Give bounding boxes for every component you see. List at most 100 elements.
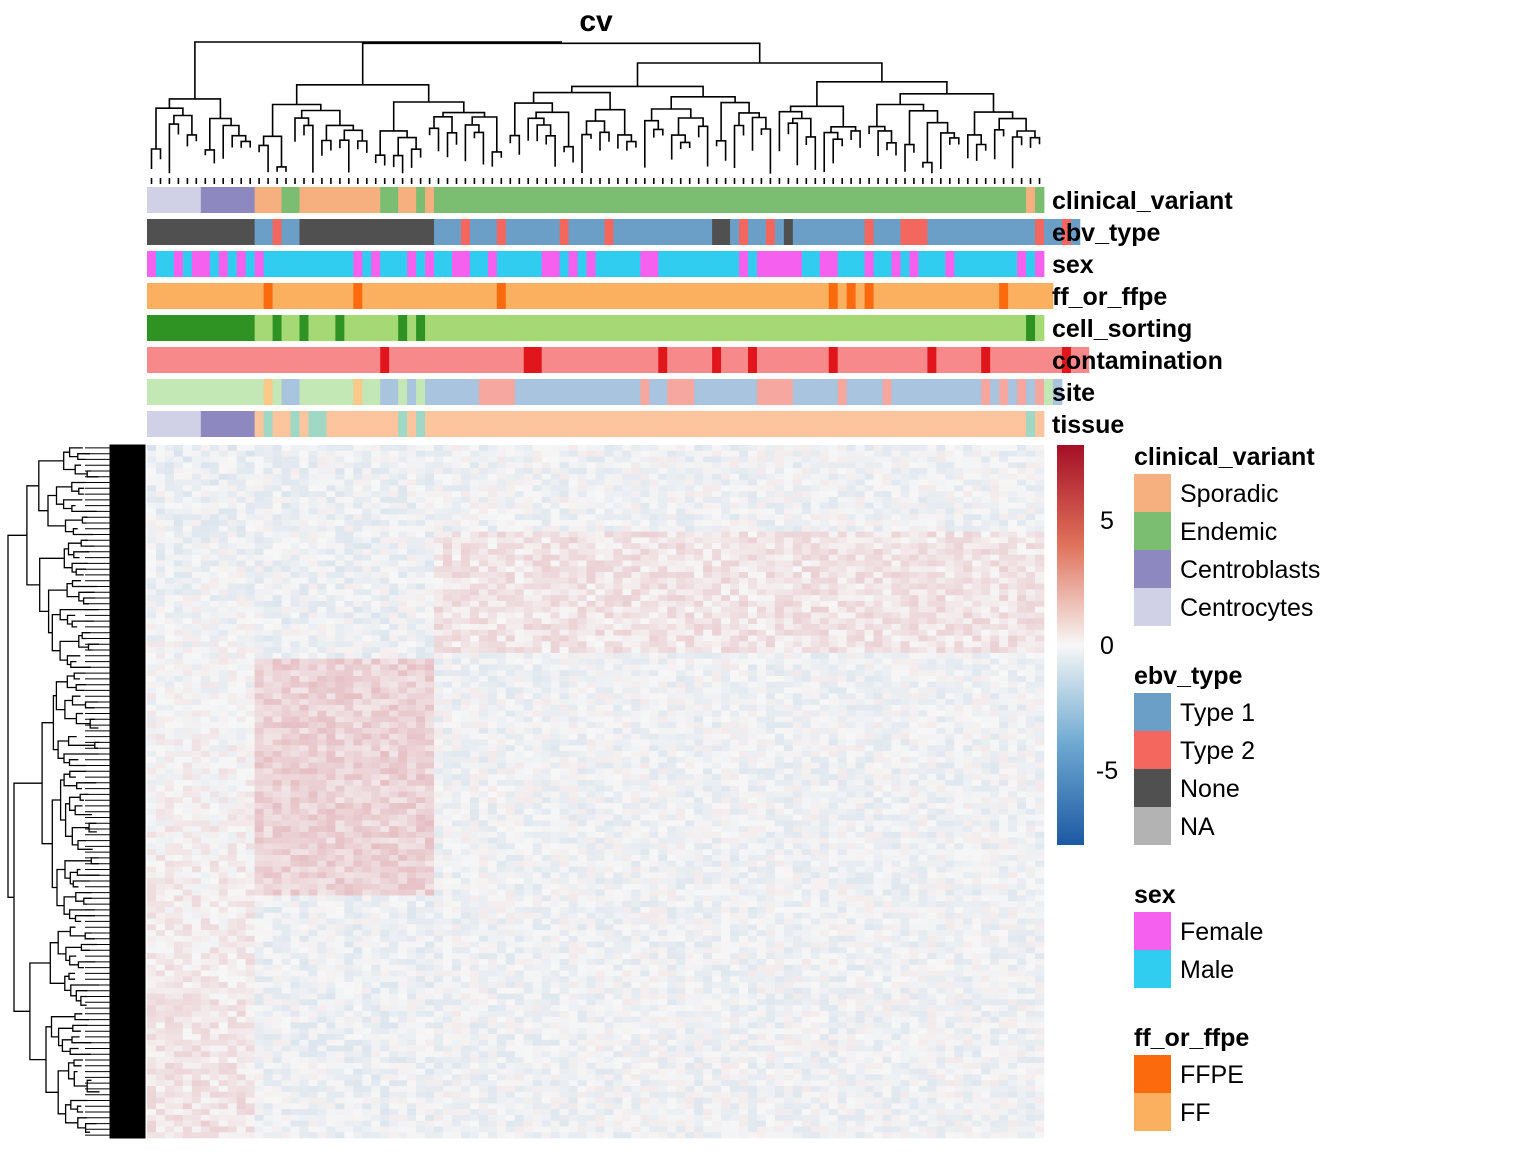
heatmap-cell — [685, 496, 695, 504]
heatmap-cell — [550, 681, 560, 688]
heatmap-cell — [990, 699, 1000, 706]
heatmap-cell — [972, 572, 982, 579]
heatmap-cell — [164, 664, 175, 671]
heatmap-cell — [765, 502, 776, 509]
heatmap-cell — [846, 531, 856, 538]
heatmap-cell — [380, 687, 390, 694]
heatmap-cell — [604, 670, 614, 677]
heatmap-cell — [568, 647, 578, 654]
heatmap-cell — [846, 525, 856, 532]
heatmap-cell — [496, 704, 507, 711]
heatmap-cell — [299, 577, 309, 584]
heatmap-cell — [173, 670, 184, 677]
heatmap-cell — [676, 508, 686, 515]
heatmap-cell — [371, 496, 381, 504]
heatmap-cell — [487, 496, 498, 504]
heatmap-cell — [407, 704, 417, 711]
heatmap-cell — [945, 537, 955, 544]
heatmap-cell — [568, 450, 578, 457]
heatmap-cell — [837, 681, 847, 688]
heatmap-cell — [1026, 514, 1036, 521]
heatmap-cell — [550, 670, 560, 677]
heatmap-row — [147, 468, 1045, 475]
heatmap-cell — [371, 687, 381, 694]
annotation-cell-sex — [155, 251, 175, 277]
heatmap-cell — [622, 635, 632, 642]
heatmap-cell — [451, 589, 462, 596]
heatmap-cell — [532, 583, 542, 590]
heatmap-cell — [407, 531, 417, 538]
heatmap-cell — [855, 652, 865, 659]
heatmap-cell — [694, 572, 704, 579]
heatmap-row — [147, 676, 1045, 683]
heatmap-cell — [837, 537, 847, 544]
heatmap-cell — [326, 560, 336, 567]
heatmap-cell — [595, 577, 605, 584]
heatmap-cell — [1035, 664, 1045, 671]
heatmap-cell — [541, 583, 551, 590]
heatmap-cell — [828, 652, 838, 659]
heatmap-cell — [1026, 473, 1036, 480]
heatmap-cell — [335, 699, 345, 706]
heatmap-cell — [559, 560, 569, 567]
heatmap-cell — [407, 652, 417, 659]
heatmap-cell — [882, 606, 892, 613]
heatmap-cell — [568, 543, 578, 550]
heatmap-cell — [640, 514, 650, 521]
heatmap-cell — [945, 496, 955, 504]
heatmap-cell — [712, 502, 722, 509]
heatmap-cell — [622, 531, 632, 538]
heatmap-cell — [954, 456, 964, 463]
heatmap-cell — [254, 676, 264, 683]
heatmap-cell — [613, 537, 623, 544]
heatmap-cell — [694, 676, 704, 683]
dendrogram-branch — [262, 135, 283, 167]
heatmap-cell — [227, 664, 237, 671]
annotation-cell-sex — [756, 251, 803, 277]
heatmap-cell — [451, 641, 462, 648]
heatmap-cell — [1017, 612, 1027, 619]
heatmap-cell — [299, 462, 309, 469]
heatmap-cell — [1026, 670, 1036, 677]
heatmap-cell — [792, 652, 803, 659]
heatmap-cell — [317, 693, 327, 700]
heatmap-cell — [873, 681, 883, 688]
heatmap-cell — [173, 548, 184, 556]
heatmap-cell — [425, 525, 435, 532]
heatmap-cell — [353, 502, 363, 509]
heatmap-cell — [927, 531, 937, 538]
heatmap-cell — [765, 606, 776, 613]
heatmap-cell — [308, 514, 318, 521]
heatmap-cell — [999, 676, 1009, 683]
heatmap-cell — [416, 456, 426, 463]
heatmap-cell — [712, 624, 722, 631]
heatmap-cell — [918, 641, 928, 648]
heatmap-cell — [173, 676, 184, 683]
heatmap-cell — [281, 676, 291, 683]
heatmap-cell — [900, 468, 910, 475]
heatmap-cell — [837, 577, 847, 584]
heatmap-cell — [900, 635, 910, 642]
annotation-cell-clinical_variant — [299, 187, 381, 213]
heatmap-cell — [308, 693, 318, 700]
heatmap-cell — [918, 629, 928, 636]
heatmap-cell — [783, 577, 794, 584]
heatmap-cell — [326, 652, 336, 659]
heatmap-cell — [747, 664, 758, 671]
heatmap-cell — [299, 600, 309, 607]
heatmap-cell — [380, 491, 390, 498]
heatmap-cell — [299, 566, 309, 573]
heatmap-cell — [783, 606, 794, 613]
heatmap-cell — [873, 600, 883, 607]
heatmap-cell — [290, 537, 300, 544]
annotation-cell-site — [999, 379, 1009, 405]
dendrogram-branch — [830, 126, 857, 133]
heatmap-row — [147, 595, 1045, 602]
heatmap-cell — [425, 560, 435, 567]
heatmap-cell — [658, 560, 668, 567]
heatmap-cell — [541, 531, 551, 538]
heatmap-cell — [747, 554, 758, 561]
heatmap-cell — [792, 624, 803, 631]
heatmap-cell — [389, 520, 399, 527]
annotation-cell-ff_or_ffpe — [263, 283, 273, 309]
